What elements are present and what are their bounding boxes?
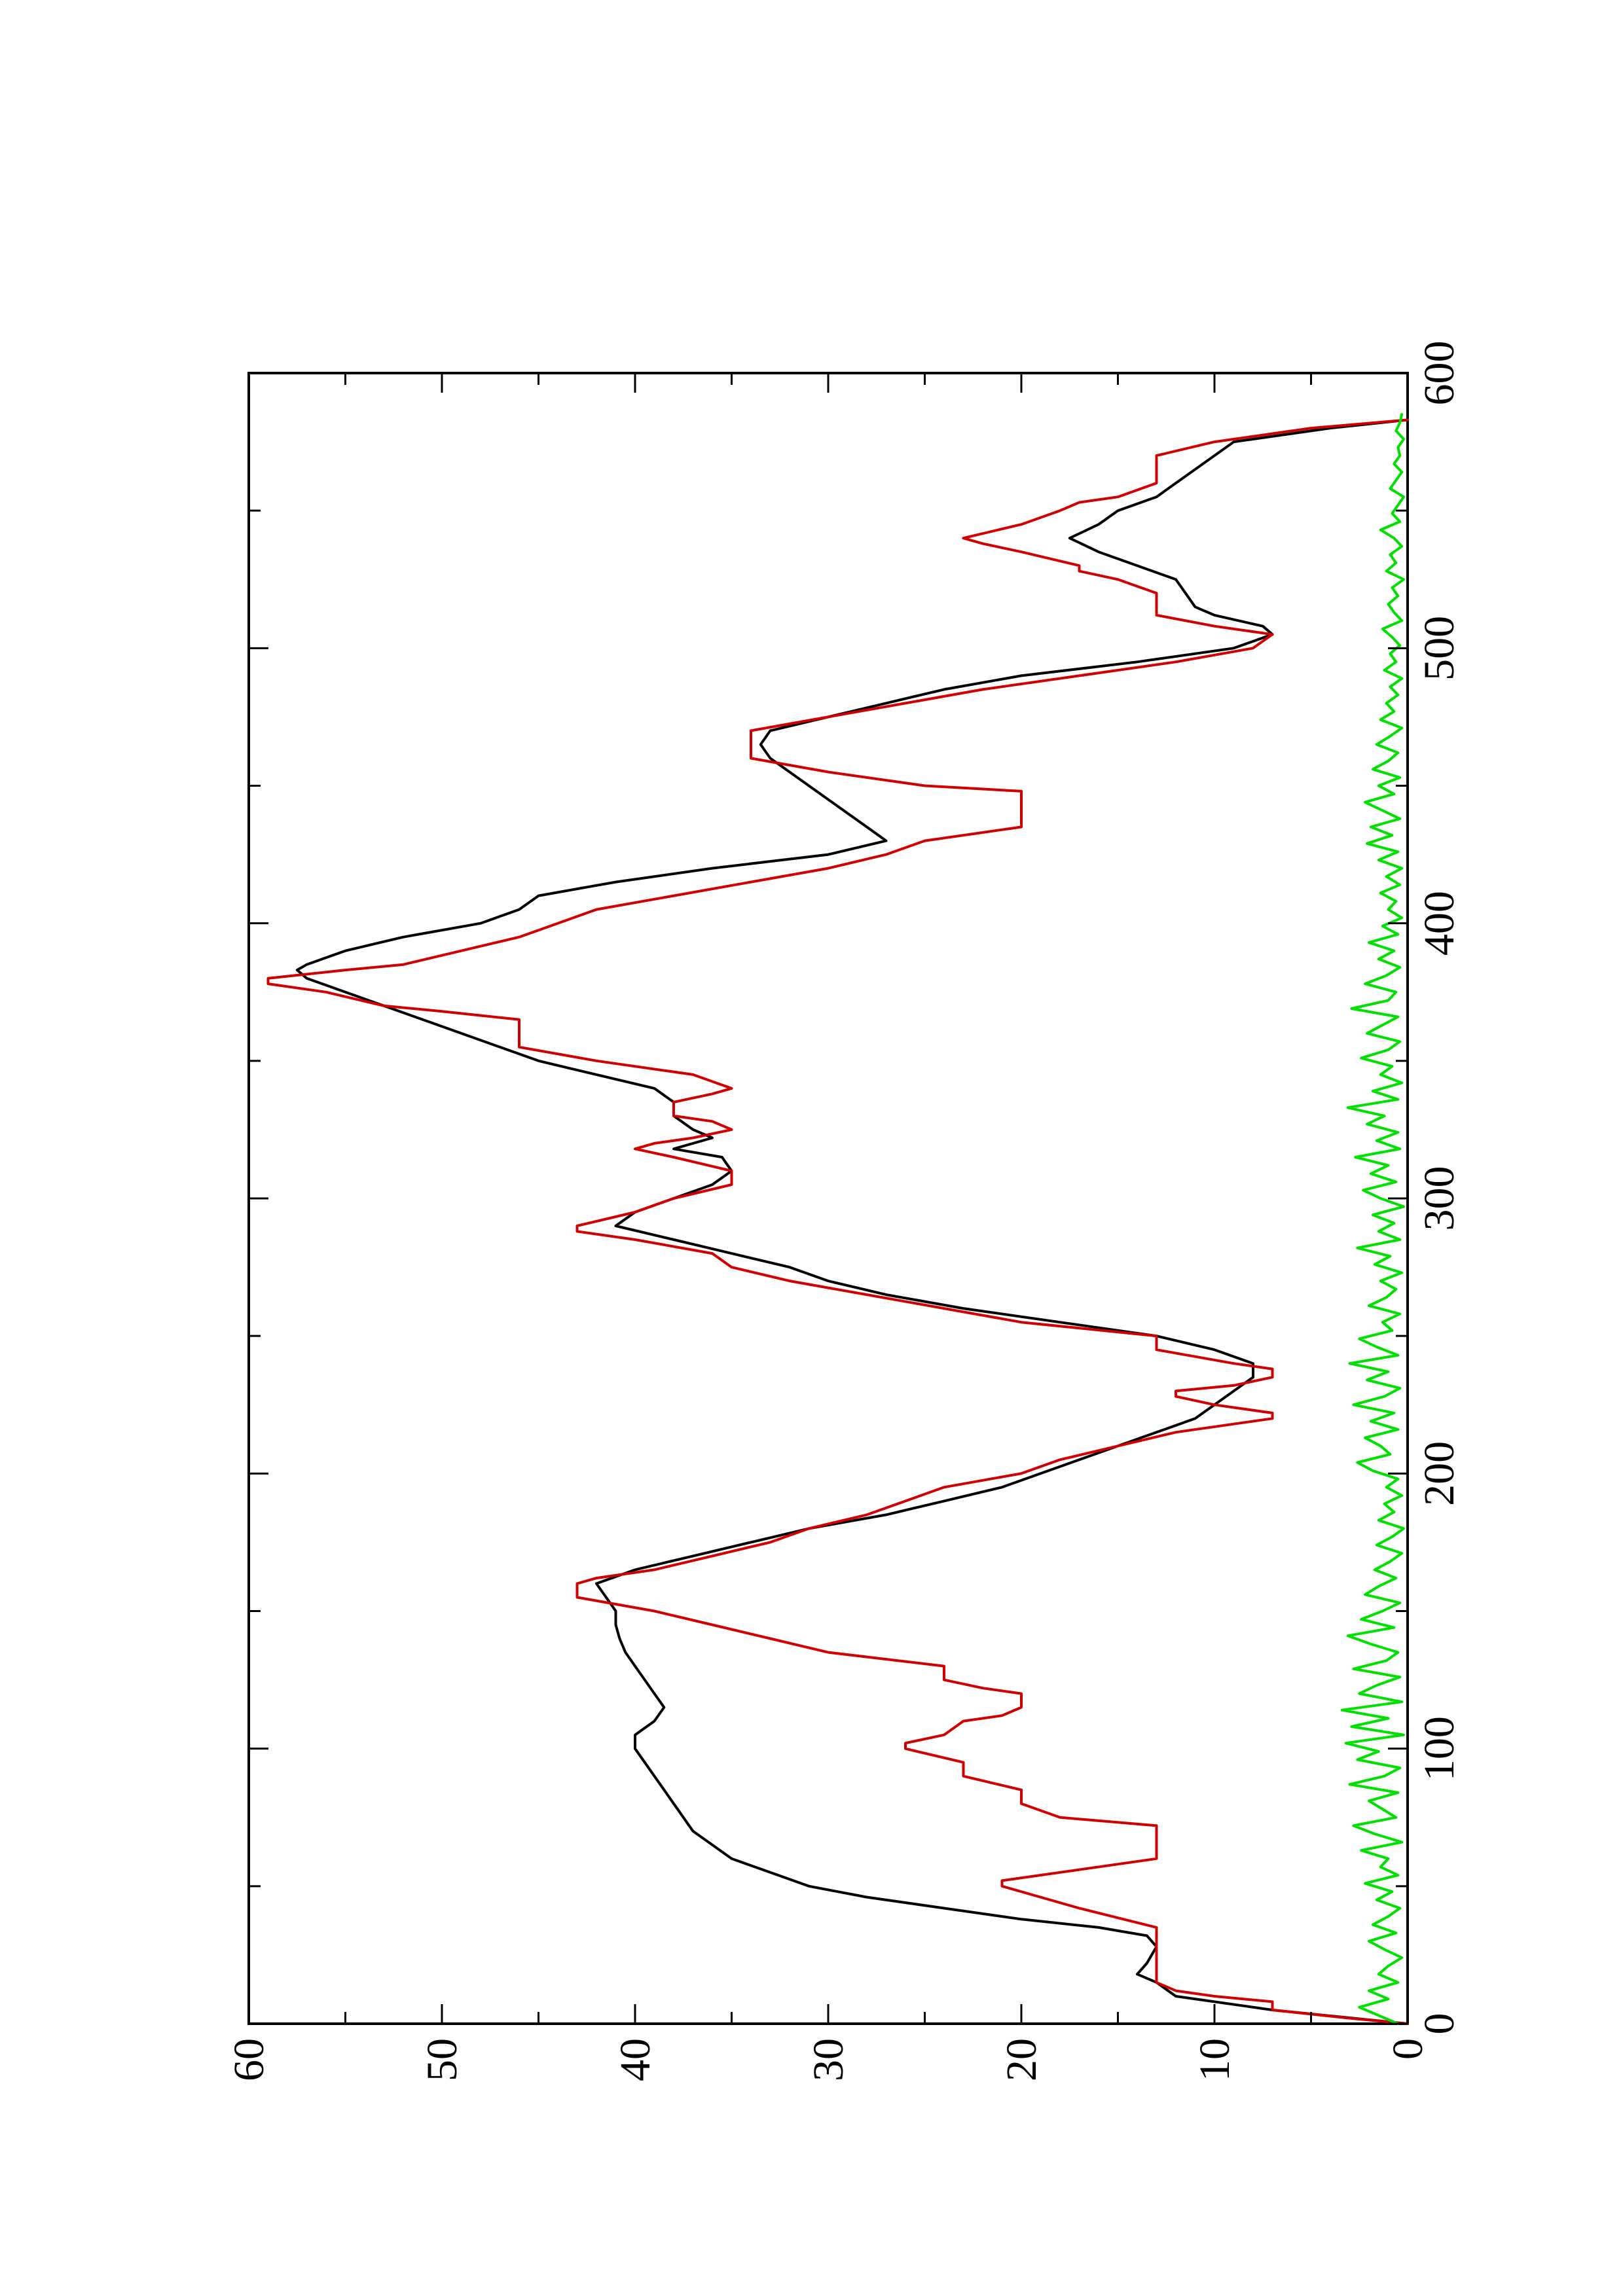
x-tick-label: 500 — [1415, 616, 1463, 681]
x-tick-label: 300 — [1415, 1166, 1463, 1231]
y-tick-label: 0 — [1384, 2038, 1432, 2060]
y-tick-label: 10 — [1191, 2038, 1239, 2081]
x-tick-label: 400 — [1415, 891, 1463, 956]
y-tick-label: 60 — [225, 2038, 273, 2081]
x-tick-label: 0 — [1415, 2013, 1463, 2035]
series-line-2 — [266, 418, 1409, 2025]
y-tick-label: 20 — [998, 2038, 1046, 2081]
x-tick-label: 100 — [1415, 1716, 1463, 1781]
series-layer — [266, 413, 1409, 2025]
x-tick-label: 600 — [1415, 341, 1463, 406]
y-tick-label: 50 — [418, 2038, 466, 2081]
label-layer: 0 100 200 300 400 500 600 0 10 20 30 40 50 60 — [225, 341, 1463, 2082]
series-line-3 — [1340, 413, 1406, 2025]
series-line-1 — [295, 418, 1409, 2025]
x-tick-label: 200 — [1415, 1441, 1463, 1506]
y-tick-label: 40 — [611, 2038, 659, 2081]
y-tick-label: 30 — [805, 2038, 852, 2081]
tick-layer — [247, 372, 1409, 2025]
